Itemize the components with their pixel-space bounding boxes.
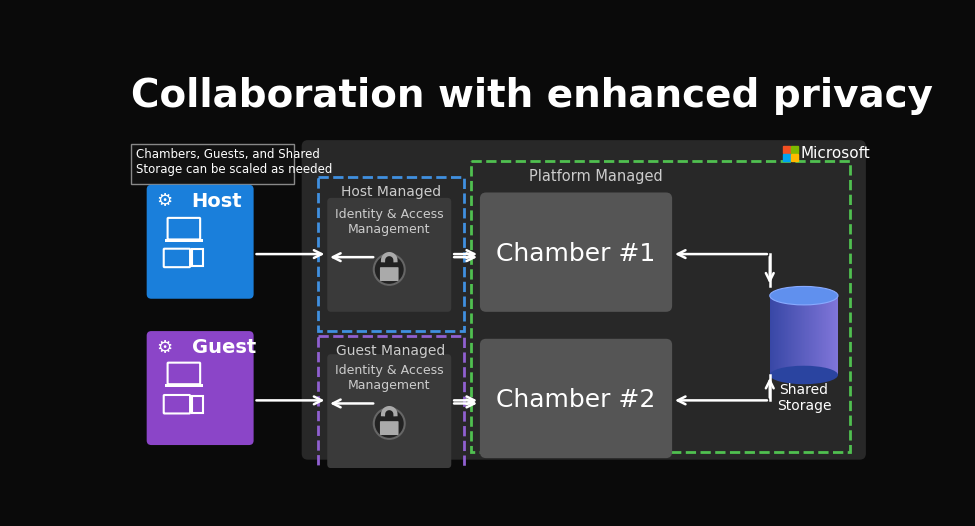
Text: Chamber #1: Chamber #1 — [496, 242, 655, 266]
Text: Identity & Access
Management: Identity & Access Management — [335, 364, 444, 392]
Text: Guest Managed: Guest Managed — [336, 344, 446, 358]
Ellipse shape — [770, 366, 838, 384]
FancyBboxPatch shape — [380, 267, 399, 281]
Text: Platform Managed: Platform Managed — [529, 169, 663, 185]
Bar — [783, 146, 790, 153]
Text: Chamber #2: Chamber #2 — [496, 388, 656, 412]
Bar — [132, 144, 293, 184]
Bar — [791, 154, 798, 161]
FancyBboxPatch shape — [146, 185, 254, 299]
FancyBboxPatch shape — [328, 354, 451, 468]
Bar — [318, 177, 464, 331]
Text: Chambers, Guests, and Shared
Storage can be scaled as needed: Chambers, Guests, and Shared Storage can… — [136, 148, 332, 176]
Bar — [192, 249, 203, 266]
Text: Collaboration with enhanced privacy: Collaboration with enhanced privacy — [132, 77, 933, 115]
Text: Identity & Access
Management: Identity & Access Management — [335, 208, 444, 236]
Text: Microsoft: Microsoft — [800, 146, 870, 161]
Bar — [192, 396, 203, 413]
Bar — [783, 154, 790, 161]
Text: Guest: Guest — [192, 338, 255, 357]
FancyBboxPatch shape — [380, 421, 399, 435]
Text: Shared
Storage: Shared Storage — [777, 383, 831, 413]
FancyBboxPatch shape — [328, 198, 451, 312]
Bar — [165, 384, 203, 387]
Bar — [471, 161, 850, 452]
Text: Host: Host — [192, 191, 242, 211]
Text: ⚙: ⚙ — [156, 193, 173, 210]
Ellipse shape — [770, 287, 838, 305]
FancyBboxPatch shape — [146, 331, 254, 445]
FancyBboxPatch shape — [301, 140, 866, 460]
Text: ⚙: ⚙ — [156, 339, 173, 357]
Bar — [318, 337, 464, 490]
Circle shape — [373, 254, 405, 285]
Bar — [791, 146, 798, 153]
Text: Host Managed: Host Managed — [340, 185, 441, 199]
Circle shape — [373, 408, 405, 439]
FancyBboxPatch shape — [480, 339, 672, 458]
FancyBboxPatch shape — [480, 193, 672, 312]
Bar — [165, 239, 203, 242]
